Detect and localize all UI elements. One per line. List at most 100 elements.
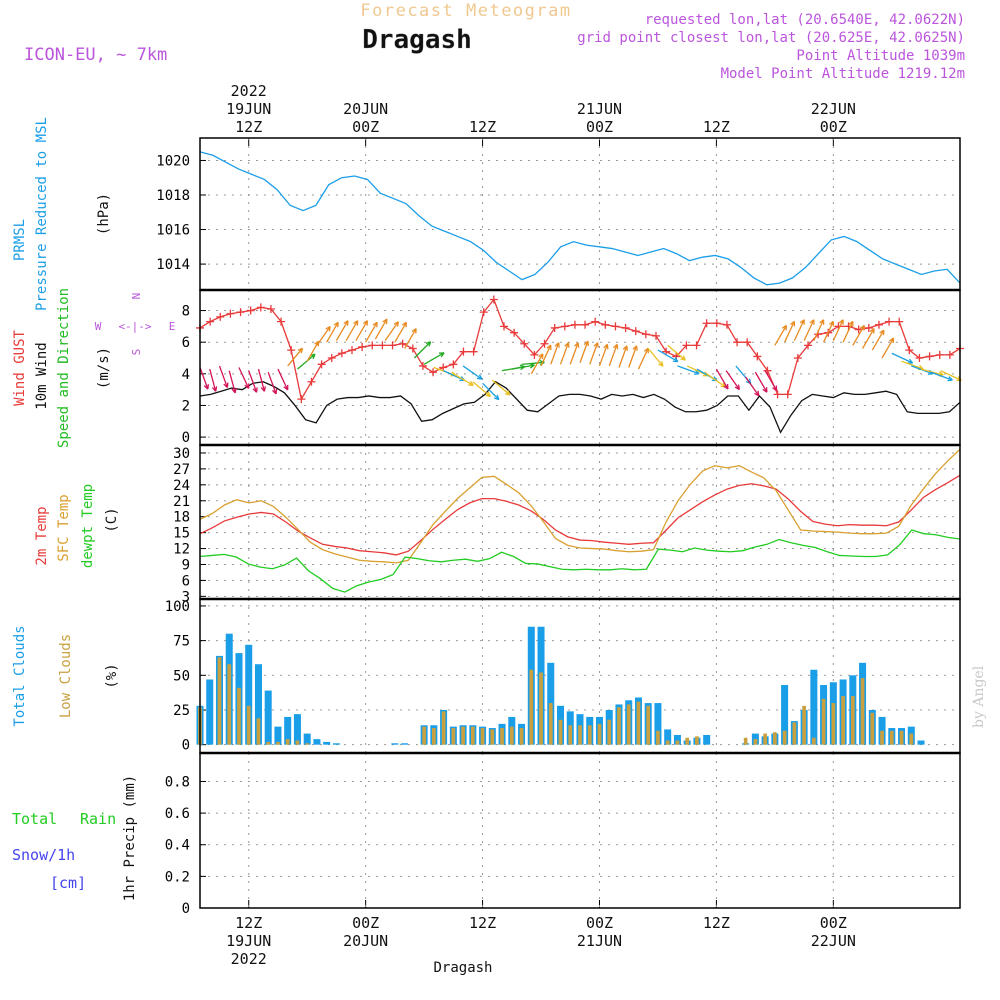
- wind-direction-arrow: [871, 329, 885, 351]
- wind-direction-arrow: [706, 373, 726, 388]
- model-label: ICON-EU, ~ 7km: [24, 45, 167, 65]
- precip-panel: 0 0.2 0.4 0.6 0.8: [165, 288, 961, 917]
- wind-arrow-head: [772, 385, 778, 392]
- gust-marker: [743, 338, 752, 347]
- grid-point-coords: grid point closest lon,lat (20.625E, 42.…: [577, 30, 965, 46]
- precip-ytick-label: 0.2: [165, 869, 190, 885]
- wind-arrow-head: [283, 384, 289, 391]
- gust-marker: [358, 342, 367, 351]
- wind-arrow-head: [362, 320, 369, 326]
- clouds-total-bar: [293, 714, 301, 745]
- gust-marker: [570, 320, 579, 329]
- clouds-low-bar: [665, 740, 670, 745]
- gust-marker: [307, 377, 316, 386]
- wind-direction-arrow: [754, 371, 768, 393]
- cloud-unit-label: (%): [104, 663, 120, 688]
- gust-marker: [560, 322, 569, 331]
- gust-marker: [631, 327, 640, 336]
- sfc-temp-label: SFC Temp: [56, 494, 72, 561]
- clouds-low-bar: [237, 687, 241, 745]
- wind-arrow-head: [485, 391, 492, 398]
- wind-direction-arrow: [608, 344, 618, 367]
- temp-temp-line: [199, 474, 961, 556]
- wind-direction-arrow: [326, 321, 339, 343]
- temp-ytick-label: 9: [182, 557, 190, 573]
- wind-arrow-head: [564, 342, 570, 348]
- temp-ytick-label: 6: [182, 573, 190, 589]
- pressure-ytick-label: 1016: [156, 223, 190, 239]
- gust-marker: [277, 317, 286, 326]
- wind-arrow-head: [411, 328, 417, 334]
- wind-direction-arrow: [453, 373, 474, 386]
- wind-arrow-head: [603, 343, 609, 350]
- compass-w: W: [95, 320, 102, 333]
- gust-marker: [246, 306, 255, 315]
- wind-direction-arrow: [618, 345, 628, 368]
- gust-marker: [601, 320, 610, 329]
- precip-ytick-label: 0: [182, 901, 190, 917]
- pressure-labels: PRMSL Pressure Reduced to MSL (hPa): [12, 117, 112, 311]
- wind-direction-arrow: [774, 325, 787, 346]
- wind-direction-arrow: [248, 370, 258, 393]
- wind-direction-arrow: [511, 364, 535, 370]
- top-time-label: 22JUN: [811, 100, 856, 118]
- wind-gust-line: [199, 298, 961, 401]
- wind-direction-arrow: [784, 321, 795, 343]
- clouds-low-bar: [227, 664, 232, 745]
- clouds-low-bar: [597, 723, 602, 745]
- wind-arrow-head: [438, 352, 445, 358]
- wind-direction-arrow: [482, 382, 500, 401]
- wind-arrow-head: [343, 320, 349, 326]
- gust-marker: [500, 322, 508, 331]
- wind-arrow-head: [401, 321, 408, 328]
- wind-direction-arrow: [335, 320, 349, 341]
- temp-frame: [199, 444, 961, 600]
- wind-direction-arrow: [657, 349, 679, 363]
- precip-frame: [199, 752, 961, 909]
- top-time-label: 12Z: [235, 118, 262, 136]
- gust-marker: [439, 363, 448, 372]
- wind-arrow-head: [809, 319, 815, 325]
- pressure-panel: 1014 1016 1018 1020: [156, 137, 961, 291]
- wind-arrow-head: [632, 345, 638, 351]
- wind-direction-arrow: [647, 348, 664, 367]
- clouds-total-bar: [264, 690, 272, 745]
- wind-arrow-head: [211, 386, 218, 392]
- total-label: Total: [12, 810, 57, 828]
- clouds-low-bar: [626, 704, 631, 745]
- top-time-label: 20JUN: [343, 100, 388, 118]
- clouds-total-bar: [401, 743, 409, 745]
- wind-arrow-head: [538, 353, 544, 359]
- gust-marker: [530, 350, 539, 359]
- gust-marker: [520, 339, 529, 348]
- gust-marker: [591, 317, 600, 326]
- gust-marker: [256, 303, 265, 312]
- temp-ytick-label: 3: [182, 589, 190, 605]
- clouds-low-bar: [587, 725, 592, 745]
- temp-ytick-label: 18: [173, 510, 190, 526]
- wind-direction-arrow: [901, 360, 924, 370]
- wind-direction-arrow: [832, 319, 844, 341]
- gust-marker: [540, 339, 549, 348]
- gust-marker: [915, 354, 924, 363]
- prmsl-label: PRMSL: [12, 219, 28, 261]
- location-title: Dragash: [362, 25, 472, 55]
- wind-unit-label: (m/s): [96, 347, 112, 389]
- dewpt-label: dewpt Temp: [80, 484, 96, 568]
- wind-direction-arrow: [940, 370, 962, 381]
- wind-arrow-head: [244, 383, 250, 389]
- pressure-pressure-line: [199, 151, 961, 286]
- clouds-total-bar: [313, 739, 321, 745]
- wind-arrow-head: [583, 340, 590, 347]
- clouds-low-bar: [753, 739, 758, 745]
- wind-direction-arrow: [550, 342, 560, 365]
- clouds-low-bar: [539, 672, 543, 745]
- gust-marker: [864, 323, 873, 332]
- wind-arrow-head: [734, 384, 740, 391]
- temp-ytick-label: 27: [173, 462, 190, 478]
- temp-ytick-label: 24: [173, 478, 190, 494]
- wind-direction-arrow: [637, 347, 649, 370]
- wind-direction-arrow: [384, 321, 399, 341]
- clouds-low-bar: [695, 736, 699, 745]
- gust-marker: [702, 319, 711, 328]
